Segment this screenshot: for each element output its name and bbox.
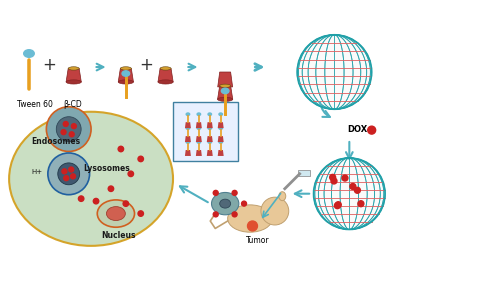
Ellipse shape xyxy=(186,127,190,129)
Ellipse shape xyxy=(220,84,230,88)
Circle shape xyxy=(62,169,67,174)
Circle shape xyxy=(342,175,348,181)
Polygon shape xyxy=(196,136,202,142)
Polygon shape xyxy=(218,86,233,99)
Ellipse shape xyxy=(208,141,212,143)
Text: +: + xyxy=(139,55,152,74)
Circle shape xyxy=(58,163,80,185)
Circle shape xyxy=(69,132,74,137)
Circle shape xyxy=(242,201,246,206)
Circle shape xyxy=(70,174,76,179)
Circle shape xyxy=(336,202,342,208)
Polygon shape xyxy=(207,122,213,128)
Circle shape xyxy=(213,212,218,217)
Circle shape xyxy=(314,158,385,229)
Polygon shape xyxy=(185,150,191,156)
Ellipse shape xyxy=(218,97,233,101)
Circle shape xyxy=(232,190,237,195)
Ellipse shape xyxy=(208,127,212,129)
Ellipse shape xyxy=(158,80,173,84)
Circle shape xyxy=(72,124,76,129)
Ellipse shape xyxy=(106,207,126,221)
Ellipse shape xyxy=(228,205,272,232)
Circle shape xyxy=(138,156,143,162)
Text: Tween 60: Tween 60 xyxy=(16,100,52,109)
Polygon shape xyxy=(218,150,224,156)
Polygon shape xyxy=(196,150,202,156)
Polygon shape xyxy=(218,72,232,87)
Circle shape xyxy=(118,146,124,152)
Polygon shape xyxy=(185,136,191,142)
Circle shape xyxy=(248,221,258,231)
Ellipse shape xyxy=(219,141,222,143)
Ellipse shape xyxy=(120,67,132,70)
Ellipse shape xyxy=(279,192,286,201)
Text: β-CD: β-CD xyxy=(64,100,82,109)
Ellipse shape xyxy=(222,88,229,94)
Polygon shape xyxy=(158,69,173,82)
Ellipse shape xyxy=(9,112,173,246)
Circle shape xyxy=(138,211,143,216)
Circle shape xyxy=(108,186,114,192)
Circle shape xyxy=(334,203,340,209)
Polygon shape xyxy=(118,69,134,82)
Ellipse shape xyxy=(219,113,222,115)
Circle shape xyxy=(358,201,364,207)
Circle shape xyxy=(128,171,134,176)
Ellipse shape xyxy=(66,80,82,84)
Circle shape xyxy=(123,201,128,207)
Circle shape xyxy=(354,187,360,193)
Ellipse shape xyxy=(212,193,239,215)
Polygon shape xyxy=(218,122,224,128)
Circle shape xyxy=(64,176,68,181)
Text: Tumor: Tumor xyxy=(246,236,270,245)
Circle shape xyxy=(68,167,73,172)
Text: +: + xyxy=(42,55,56,74)
FancyBboxPatch shape xyxy=(173,102,238,162)
Polygon shape xyxy=(66,69,82,82)
Ellipse shape xyxy=(122,71,130,76)
Circle shape xyxy=(48,153,90,195)
Polygon shape xyxy=(207,150,213,156)
Text: DOX: DOX xyxy=(347,125,367,134)
Circle shape xyxy=(78,196,84,201)
Circle shape xyxy=(232,212,237,217)
Circle shape xyxy=(297,35,372,109)
Circle shape xyxy=(64,122,68,126)
Circle shape xyxy=(261,197,288,225)
Circle shape xyxy=(213,190,218,195)
Circle shape xyxy=(94,198,99,204)
Ellipse shape xyxy=(160,67,171,70)
Polygon shape xyxy=(185,122,191,128)
Circle shape xyxy=(350,184,356,190)
Polygon shape xyxy=(207,136,213,142)
Ellipse shape xyxy=(197,113,200,115)
Ellipse shape xyxy=(24,50,34,57)
Circle shape xyxy=(56,117,81,142)
Circle shape xyxy=(330,174,336,180)
Ellipse shape xyxy=(197,127,200,129)
Text: Nucleus: Nucleus xyxy=(101,232,136,240)
Ellipse shape xyxy=(118,80,134,84)
Ellipse shape xyxy=(197,141,200,143)
Ellipse shape xyxy=(98,200,134,227)
Polygon shape xyxy=(218,136,224,142)
Ellipse shape xyxy=(186,141,190,143)
Ellipse shape xyxy=(220,199,230,208)
Circle shape xyxy=(331,178,337,184)
Text: H+: H+ xyxy=(32,169,42,175)
Circle shape xyxy=(46,107,91,151)
Ellipse shape xyxy=(208,113,212,115)
Ellipse shape xyxy=(219,127,222,129)
Polygon shape xyxy=(196,122,202,128)
Ellipse shape xyxy=(68,67,79,70)
Circle shape xyxy=(61,130,66,135)
Ellipse shape xyxy=(186,113,190,115)
FancyBboxPatch shape xyxy=(298,170,310,176)
Text: Lysosomes: Lysosomes xyxy=(84,164,130,173)
Text: Endosomes: Endosomes xyxy=(32,137,80,146)
Circle shape xyxy=(368,126,376,134)
